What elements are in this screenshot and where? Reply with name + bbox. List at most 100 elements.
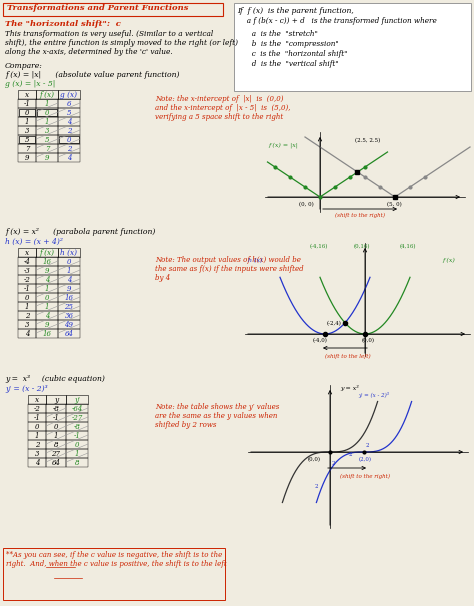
Text: 7: 7: [45, 145, 49, 153]
Text: The "horizontal shift":  c: The "horizontal shift": c: [5, 20, 121, 28]
Text: Compare:: Compare:: [5, 62, 43, 70]
Bar: [37, 109, 57, 116]
Text: Transformations and Parent Functions: Transformations and Parent Functions: [7, 4, 189, 12]
Text: 64: 64: [64, 330, 73, 338]
Text: (-2,4): (-2,4): [327, 321, 342, 326]
Bar: [46, 413, 66, 422]
Text: -2: -2: [24, 276, 30, 284]
Bar: [46, 422, 66, 431]
Bar: [58, 311, 80, 320]
Bar: [58, 126, 80, 135]
Bar: [66, 413, 88, 422]
Text: (0,0): (0,0): [308, 457, 321, 462]
Text: -27: -27: [71, 414, 82, 422]
Text: (5, 0): (5, 0): [387, 202, 402, 207]
Bar: [36, 126, 58, 135]
Bar: [18, 311, 36, 320]
Text: 3: 3: [35, 450, 39, 458]
Bar: [58, 320, 80, 329]
Text: (shift to the right): (shift to the right): [335, 213, 385, 218]
Text: -1: -1: [24, 285, 30, 293]
Text: a  is the  "stretch": a is the "stretch": [245, 30, 318, 38]
Text: 49: 49: [64, 321, 73, 329]
Bar: [58, 302, 80, 311]
Text: 8: 8: [54, 441, 58, 449]
Bar: [58, 293, 80, 302]
Bar: [36, 293, 58, 302]
Bar: [58, 144, 80, 153]
Text: 2: 2: [25, 312, 29, 320]
Text: f (x) = x²      (parabola parent function): f (x) = x² (parabola parent function): [5, 228, 155, 236]
Text: 0: 0: [54, 423, 58, 431]
Bar: [18, 275, 36, 284]
Bar: [19, 109, 35, 116]
Bar: [36, 302, 58, 311]
Bar: [28, 413, 46, 422]
Text: 0: 0: [67, 258, 71, 266]
Text: 1: 1: [45, 303, 49, 311]
Text: -2: -2: [34, 405, 40, 413]
Bar: [36, 153, 58, 162]
Text: -3: -3: [24, 267, 30, 275]
Text: 2: 2: [315, 484, 319, 489]
Text: 27: 27: [52, 450, 61, 458]
Bar: [36, 117, 58, 126]
Bar: [36, 135, 58, 144]
Text: 3: 3: [25, 321, 29, 329]
Text: 6: 6: [67, 100, 71, 108]
Text: a f (b(x - c)) + d   is the transformed function where: a f (b(x - c)) + d is the transformed fu…: [240, 17, 437, 25]
Text: 1: 1: [54, 432, 58, 440]
Bar: [36, 311, 58, 320]
Text: h (x): h (x): [61, 249, 78, 257]
Bar: [18, 329, 36, 338]
Text: (-4,0): (-4,0): [313, 338, 328, 343]
Text: -4: -4: [24, 258, 30, 266]
Bar: [46, 404, 66, 413]
Text: 1: 1: [25, 303, 29, 311]
Bar: [36, 108, 58, 117]
Bar: [66, 458, 88, 467]
Text: -1: -1: [53, 414, 59, 422]
Text: 5: 5: [67, 109, 71, 117]
Text: h (x) = (x + 4)²: h (x) = (x + 4)²: [5, 238, 63, 246]
Bar: [36, 284, 58, 293]
Text: 5: 5: [45, 136, 49, 144]
Bar: [18, 302, 36, 311]
Text: (0,16): (0,16): [354, 244, 371, 249]
Text: -1: -1: [24, 100, 30, 108]
Text: x: x: [25, 91, 29, 99]
Text: 1: 1: [67, 267, 71, 275]
Text: y′: y′: [74, 396, 80, 404]
Bar: [18, 284, 36, 293]
Text: 4: 4: [45, 312, 49, 320]
Text: (2,0): (2,0): [359, 457, 372, 462]
Text: 9: 9: [45, 321, 49, 329]
Text: f (x) = |x|: f (x) = |x|: [268, 142, 298, 148]
Text: y =  x³     (cubic equation): y = x³ (cubic equation): [5, 375, 105, 383]
Bar: [18, 293, 36, 302]
Text: g (x) = |x - 5|: g (x) = |x - 5|: [5, 80, 55, 88]
Text: 2: 2: [67, 127, 71, 135]
Text: (shift to the right): (shift to the right): [340, 474, 390, 479]
Text: 0: 0: [45, 109, 49, 117]
Text: (0,0): (0,0): [362, 338, 375, 343]
Text: 0: 0: [25, 294, 29, 302]
Bar: [58, 284, 80, 293]
Bar: [58, 135, 80, 144]
Bar: [36, 257, 58, 266]
Text: 4: 4: [67, 154, 71, 162]
Bar: [58, 99, 80, 108]
Bar: [18, 248, 36, 257]
Bar: [36, 248, 58, 257]
Text: c  is the  "horizontal shift": c is the "horizontal shift": [245, 50, 347, 58]
Text: f (x): f (x): [442, 258, 455, 263]
Bar: [28, 440, 46, 449]
Text: 1: 1: [45, 285, 49, 293]
Bar: [66, 440, 88, 449]
Text: 1: 1: [35, 432, 39, 440]
Text: 1: 1: [75, 450, 79, 458]
Bar: [46, 440, 66, 449]
Text: b  is the  "compression": b is the "compression": [245, 40, 339, 48]
Bar: [28, 458, 46, 467]
Bar: [46, 395, 66, 404]
